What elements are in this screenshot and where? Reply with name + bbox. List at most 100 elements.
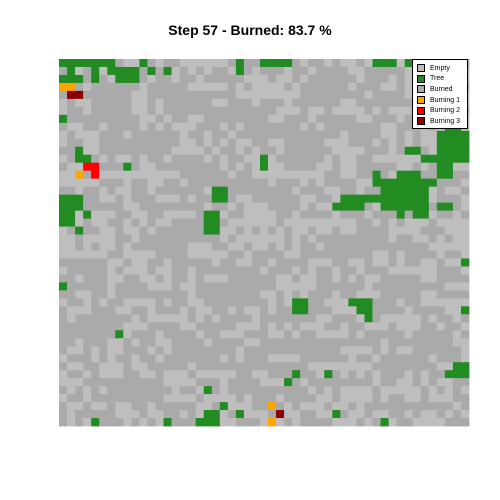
grid-cell-empty (316, 242, 325, 251)
grid-cell-empty (404, 90, 414, 100)
grid-cell-empty (308, 170, 317, 180)
grid-cell-burned (396, 402, 406, 411)
grid-cell-empty (364, 282, 373, 291)
grid-cell-empty (91, 346, 100, 355)
grid-cell-empty (460, 354, 470, 363)
grid-cell-empty (460, 250, 470, 259)
grid-cell-empty (251, 98, 261, 108)
grid-cell-empty (219, 410, 229, 419)
grid-cell-burned (187, 306, 197, 315)
grid-cell-burned (300, 90, 309, 100)
grid-cell-empty (300, 170, 309, 180)
grid-cell-burned (115, 178, 124, 188)
grid-cell-empty (332, 402, 341, 411)
grid-cell-empty (83, 386, 92, 395)
grid-cell-empty (83, 146, 92, 156)
grid-cell-burned (227, 122, 237, 132)
grid-cell-tree (75, 146, 84, 156)
grid-cell-empty (211, 98, 221, 108)
grid-cell-burned (420, 170, 430, 180)
grid-cell-empty (99, 250, 108, 259)
grid-cell-empty (147, 370, 156, 379)
grid-cell-empty (412, 234, 422, 243)
grid-cell-burned (259, 362, 269, 371)
grid-cell-burned (227, 90, 237, 100)
grid-cell-burned (171, 338, 180, 347)
grid-cell-burned (251, 138, 261, 148)
grid-cell-empty (83, 306, 92, 315)
grid-cell-empty (251, 210, 261, 219)
grid-cell-empty (147, 170, 156, 180)
grid-cell-burned (251, 290, 261, 299)
grid-cell-burned (372, 306, 381, 315)
grid-cell-burned (187, 410, 197, 419)
grid-cell-empty (259, 210, 269, 219)
grid-cell-burned (388, 370, 398, 379)
grid-cell-empty (420, 298, 430, 307)
grid-cell-burned (219, 146, 229, 156)
grid-cell-burned (131, 274, 140, 283)
grid-cell-burned (300, 250, 309, 259)
grid-cell-burned (219, 298, 229, 307)
grid-cell-burned (219, 74, 229, 84)
grid-cell-empty (147, 74, 156, 84)
grid-cell-burned (211, 362, 221, 371)
grid-cell-empty (219, 210, 229, 219)
grid-cell-burned (276, 298, 285, 307)
grid-cell-burned (340, 290, 349, 299)
grid-cell-burned (187, 314, 197, 323)
grid-cell-empty (332, 266, 341, 275)
grid-cell-empty (404, 66, 414, 76)
grid-cell-burned (67, 226, 76, 235)
grid-cell-empty (163, 394, 172, 403)
grid-cell-burning2 (91, 170, 100, 180)
grid-cell-burned (203, 114, 213, 124)
grid-cell-burned (227, 250, 237, 259)
grid-cell-burned (235, 250, 245, 259)
grid-cell-burned (268, 274, 277, 283)
grid-cell-burned (428, 362, 438, 371)
grid-cell-empty (259, 218, 269, 227)
grid-cell-tree (235, 59, 245, 68)
grid-cell-tree (412, 146, 422, 156)
grid-cell-empty (67, 378, 76, 387)
grid-cell-burned (380, 114, 390, 124)
grid-cell-burned (308, 346, 317, 355)
grid-cell-burned (356, 90, 365, 100)
grid-cell-empty (396, 154, 406, 164)
grid-cell-burned (171, 402, 180, 411)
grid-cell-burned (123, 90, 132, 100)
grid-cell-burned (235, 130, 245, 140)
grid-cell-burned (292, 322, 301, 331)
grid-cell-empty (276, 162, 285, 172)
grid-cell-empty (91, 210, 100, 219)
grid-cell-empty (396, 298, 406, 307)
grid-cell-empty (340, 218, 349, 227)
grid-cell-burned (115, 130, 124, 140)
grid-cell-empty (67, 410, 76, 419)
grid-cell-burned (388, 66, 398, 76)
grid-cell-tree (268, 59, 277, 68)
grid-cell-burned (131, 346, 140, 355)
grid-cell-burned (163, 322, 172, 331)
grid-cell-burned (171, 362, 180, 371)
grid-cell-burned (348, 242, 357, 251)
grid-cell-empty (235, 258, 245, 267)
grid-cell-empty (235, 242, 245, 251)
grid-cell-burned (171, 202, 180, 211)
grid-cell-empty (219, 226, 229, 235)
chart-title: Step 57 - Burned: 83.7 % (168, 22, 332, 38)
grid-cell-empty (420, 162, 430, 172)
grid-cell-empty (300, 74, 309, 84)
grid-cell-burned (284, 146, 293, 156)
grid-cell-burned (155, 74, 164, 84)
grid-cell-burned (139, 314, 148, 323)
grid-cell-empty (284, 106, 293, 116)
grid-cell-empty (428, 274, 438, 283)
grid-cell-burned (300, 186, 309, 196)
grid-cell-burned (115, 322, 124, 331)
grid-cell-burned (147, 378, 156, 387)
grid-cell-empty (243, 74, 253, 84)
grid-cell-burned (179, 218, 189, 227)
grid-cell-burned (131, 154, 140, 164)
